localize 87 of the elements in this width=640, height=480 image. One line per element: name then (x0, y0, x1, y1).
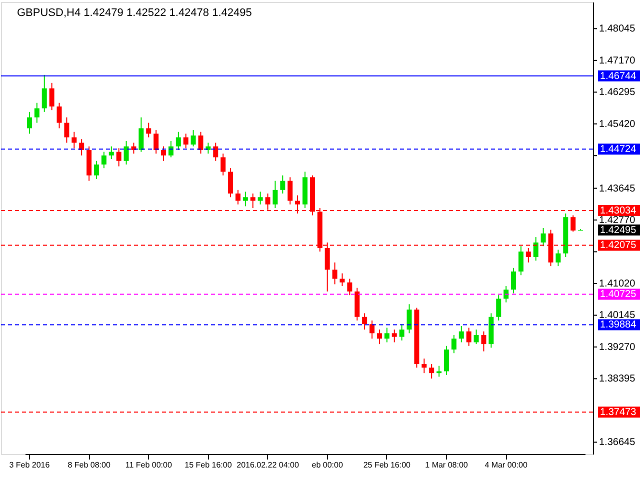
candlestick (540, 228, 546, 247)
x-tick-label: 15 Feb 16:00 (184, 460, 232, 470)
y-tick-label: 1.40145 (599, 310, 636, 322)
candlestick (370, 320, 375, 340)
candlestick (406, 304, 412, 334)
candlestick (250, 193, 256, 209)
x-tick-label: 11 Feb 00:00 (125, 460, 172, 470)
x-tick-label: 2016.02.22 04:00 (236, 460, 300, 470)
candlestick (458, 325, 464, 343)
candlestick (340, 272, 345, 287)
candlestick (154, 130, 159, 154)
y-tick-label: 1.39270 (599, 342, 636, 353)
candlestick (42, 74, 47, 112)
candlestick (332, 262, 338, 285)
candlestick (376, 329, 382, 345)
candlestick (451, 334, 456, 354)
candlestick (161, 146, 166, 162)
candlestick (116, 148, 122, 167)
candlestick (124, 140, 129, 166)
x-tick-label: 3 Feb 2016 (9, 460, 50, 470)
candlestick (570, 214, 576, 232)
candlestick (183, 133, 188, 149)
candlestick (168, 140, 174, 158)
ref-line-label: 1.37473 (600, 407, 637, 418)
candlestick (288, 176, 293, 205)
candlestick (272, 180, 278, 209)
candlestick (258, 191, 263, 205)
candlestick (280, 174, 286, 194)
ref-line-label: 1.43034 (600, 205, 637, 216)
candlestick (399, 324, 404, 341)
candlestick (518, 246, 524, 276)
candlestick (101, 151, 106, 169)
candlestick (533, 236, 538, 262)
y-tick-label: 1.48045 (599, 24, 636, 35)
candlestick (496, 294, 502, 322)
candlestick (466, 327, 472, 346)
candlestick (198, 131, 204, 154)
candlestick (444, 345, 449, 376)
candlestick (347, 278, 352, 296)
candlestick (228, 168, 234, 198)
ref-line-label: 1.46744 (600, 70, 637, 82)
candlestick (34, 102, 40, 124)
candlestick (94, 160, 99, 180)
x-tick-label: 8 Feb 08:00 (68, 460, 111, 470)
y-tick-label: 1.45420 (599, 118, 636, 130)
y-tick-label: 1.41020 (599, 278, 636, 290)
x-tick-label: 4 Mar 00:00 (484, 460, 528, 470)
candlestick (429, 364, 434, 380)
candlestick (504, 286, 509, 303)
x-tick-label: eb 00:00 (312, 460, 344, 470)
candlestick (146, 122, 152, 138)
candlestick (220, 153, 226, 176)
ref-line-label: 1.39884 (600, 320, 637, 331)
candlestick (474, 329, 479, 345)
candlestick (138, 116, 144, 152)
text: 1.42495 (600, 224, 637, 236)
x-tick-label: 25 Feb 16:00 (363, 460, 412, 470)
candlestick (422, 358, 427, 374)
y-tick-label: 1.36645 (599, 437, 636, 448)
candlestick (176, 131, 181, 151)
candlestick (526, 247, 531, 263)
candlestick (481, 330, 486, 352)
y-tick-label: 1.43645 (599, 183, 636, 194)
y-tick-label: 1.38395 (599, 374, 636, 385)
candlestick (56, 102, 62, 129)
y-tick-label: 1.47170 (599, 55, 636, 66)
candlestick (362, 312, 368, 330)
candlestick (242, 191, 248, 207)
y-tick-label: 1.46295 (599, 87, 636, 98)
chart-title: GBPUSD,H4 1.42479 1.42522 1.42478 1.42495 (17, 7, 252, 19)
candlestick (384, 327, 390, 343)
x-tick-label: 1 Mar 08:00 (425, 460, 468, 470)
candlestick (64, 116, 70, 144)
y-tick-label: 1.42770 (599, 215, 636, 226)
candlestick (392, 329, 397, 343)
candlestick (511, 267, 516, 294)
ref-line-label: 1.44724 (600, 144, 637, 156)
ref-line-label: 1.42075 (600, 240, 637, 252)
candlestick (49, 82, 54, 111)
candlestick (556, 249, 561, 267)
candlestick (190, 130, 196, 147)
ref-line-label: 1.40725 (600, 289, 637, 300)
candlestick (235, 189, 240, 205)
candlestick (26, 111, 32, 134)
candlestick (213, 142, 218, 162)
candlestick (108, 146, 114, 160)
candlestick (72, 131, 77, 149)
